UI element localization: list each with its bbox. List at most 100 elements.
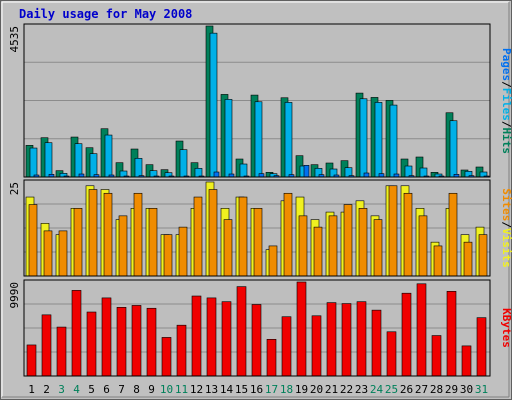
- x-tick-label-day-31: 31: [475, 383, 488, 396]
- y-max-label: 9990: [8, 282, 21, 309]
- legend-separator: /: [500, 81, 512, 88]
- x-tick-label-day-26: 26: [400, 383, 413, 396]
- bar-kbytes-day-11: [176, 324, 187, 377]
- x-tick-label-day-27: 27: [415, 383, 428, 396]
- bar-files-day-25: [389, 104, 398, 178]
- x-tick-label-day-17: 17: [265, 383, 278, 396]
- bar-sites-day-28: [433, 245, 443, 277]
- bar-kbytes-day-31: [476, 317, 487, 377]
- legend-item-hits: Hits: [500, 128, 512, 155]
- legend-separator: /: [500, 121, 512, 128]
- x-tick-label-day-12: 12: [190, 383, 203, 396]
- bar-sites-day-25: [388, 185, 398, 277]
- bar-files-day-5: [89, 153, 98, 178]
- bar-kbytes-day-18: [281, 316, 292, 377]
- x-tick-label-day-21: 21: [325, 383, 338, 396]
- bar-sites-day-16: [253, 208, 263, 277]
- bar-kbytes-day-9: [146, 307, 157, 377]
- x-tick-label-day-7: 7: [118, 383, 125, 396]
- bar-sites-day-11: [178, 226, 188, 277]
- y-max-label: 25: [8, 182, 21, 195]
- bar-kbytes-day-26: [401, 292, 412, 377]
- x-tick-label-day-5: 5: [88, 383, 95, 396]
- legend: KBytes: [500, 308, 512, 348]
- bar-kbytes-day-21: [326, 302, 337, 377]
- bar-files-day-16: [254, 101, 263, 178]
- bar-sites-day-30: [463, 241, 473, 277]
- x-tick-label-day-3: 3: [58, 383, 65, 396]
- bar-kbytes-day-25: [386, 331, 397, 377]
- bar-kbytes-day-7: [116, 307, 127, 377]
- x-tick-label-day-22: 22: [340, 383, 353, 396]
- x-tick-label-day-10: 10: [160, 383, 173, 396]
- x-tick-label-day-30: 30: [460, 383, 473, 396]
- legend-item-files: Files: [500, 88, 512, 121]
- legend: Pages/Files/Hits: [500, 48, 512, 154]
- bar-kbytes-day-1: [26, 344, 37, 377]
- y-max-label: 4535: [8, 26, 21, 53]
- x-tick-label-day-23: 23: [355, 383, 368, 396]
- bar-kbytes-day-6: [101, 297, 112, 377]
- bar-kbytes-day-15: [236, 286, 247, 377]
- bar-sites-day-3: [58, 230, 68, 277]
- bar-sites-day-23: [358, 208, 368, 277]
- x-tick-label-day-15: 15: [235, 383, 248, 396]
- x-tick-label-day-6: 6: [103, 383, 110, 396]
- bar-kbytes-day-5: [86, 311, 97, 377]
- bar-sites-day-26: [403, 192, 413, 277]
- bar-sites-day-22: [343, 204, 353, 277]
- legend-item-pages: Pages: [500, 48, 512, 81]
- bar-pages-day-19: [303, 165, 310, 178]
- bar-kbytes-day-24: [371, 309, 382, 377]
- bar-sites-day-21: [328, 215, 338, 277]
- bar-kbytes-day-3: [56, 326, 67, 377]
- bar-kbytes-day-2: [41, 314, 52, 377]
- x-tick-label-day-19: 19: [295, 383, 308, 396]
- bar-sites-day-7: [118, 215, 128, 277]
- bar-sites-day-2: [43, 230, 53, 277]
- bar-sites-day-1: [28, 204, 38, 277]
- bar-files-day-1: [29, 147, 38, 178]
- bar-files-day-18: [284, 102, 293, 178]
- bar-sites-day-29: [448, 192, 458, 277]
- bar-files-day-8: [134, 158, 143, 178]
- bar-sites-day-27: [418, 215, 428, 277]
- x-tick-label-day-13: 13: [205, 383, 218, 396]
- x-tick-label-day-18: 18: [280, 383, 293, 396]
- bar-kbytes-day-4: [71, 290, 82, 377]
- bar-kbytes-day-30: [461, 345, 472, 377]
- bar-kbytes-day-12: [191, 295, 202, 377]
- panel-bottom: 9990 KBytes: [8, 279, 512, 377]
- x-tick-label-day-16: 16: [250, 383, 263, 396]
- x-tick-label-day-14: 14: [220, 383, 234, 396]
- plot-border: [23, 23, 491, 178]
- legend-item-visits: Visits: [500, 228, 512, 268]
- bar-kbytes-day-17: [266, 339, 277, 377]
- bar-sites-day-9: [148, 208, 158, 277]
- bar-sites-day-8: [133, 192, 143, 277]
- bar-kbytes-day-22: [341, 303, 352, 377]
- bar-kbytes-day-16: [251, 304, 262, 377]
- bar-files-day-2: [44, 142, 53, 178]
- bar-kbytes-day-14: [221, 301, 232, 377]
- bar-files-day-29: [449, 120, 458, 178]
- bar-sites-day-19: [298, 215, 308, 277]
- bar-files-day-27: [419, 167, 428, 178]
- bar-sites-day-4: [73, 208, 83, 277]
- bar-kbytes-day-27: [416, 283, 427, 377]
- x-tick-label-day-8: 8: [133, 383, 140, 396]
- x-tick-label-day-2: 2: [43, 383, 50, 396]
- bar-files-day-4: [74, 143, 83, 178]
- bar-files-day-26: [404, 165, 413, 178]
- x-tick-label-day-9: 9: [148, 383, 155, 396]
- bar-sites-day-20: [313, 226, 323, 277]
- bar-files-day-13: [209, 32, 218, 178]
- bar-sites-day-18: [283, 192, 293, 277]
- plot-border: [23, 179, 491, 277]
- bar-sites-day-15: [238, 196, 248, 277]
- x-tick-label-day-11: 11: [175, 383, 188, 396]
- bar-kbytes-day-10: [161, 337, 172, 377]
- bar-sites-day-6: [103, 192, 113, 277]
- bar-files-day-11: [179, 149, 188, 178]
